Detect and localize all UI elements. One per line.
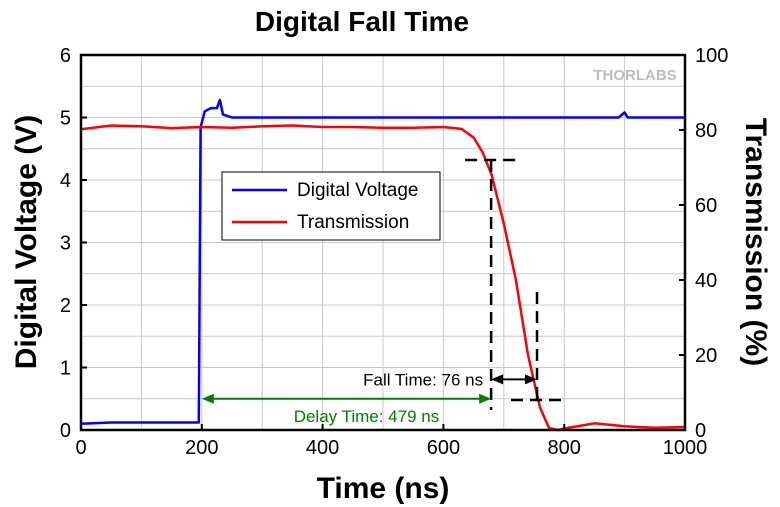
- y-right-tick-label: 100: [695, 45, 728, 67]
- y-left-tick-label: 5: [60, 108, 71, 130]
- fall-time-label: Fall Time: 76 ns: [363, 370, 483, 389]
- x-tick-label: 400: [306, 437, 339, 459]
- y-right-tick-label: 40: [695, 270, 717, 292]
- y-right-tick-label: 80: [695, 120, 717, 142]
- delay-arrow-head-left: [201, 393, 214, 404]
- fall-arrow-head-right: [525, 374, 538, 385]
- y-right-tick-label: 60: [695, 195, 717, 217]
- legend-box: [221, 171, 441, 241]
- chart-title: Digital Fall Time: [255, 6, 469, 37]
- y-left-tick-label: 2: [60, 295, 71, 317]
- series-line-digital-voltage: [80, 98, 685, 426]
- delay-arrow-head-right: [479, 393, 492, 404]
- legend-label-digital-voltage: Digital Voltage: [297, 180, 418, 201]
- y-left-tick-label: 6: [60, 45, 71, 67]
- y-right-tick-label: 0: [695, 420, 706, 442]
- legend-label-transmission: Transmission: [297, 212, 409, 233]
- x-tick-label: 200: [185, 437, 218, 459]
- y-left-tick-label: 3: [60, 233, 71, 255]
- x-tick-label: 800: [548, 437, 581, 459]
- x-tick-label: 0: [75, 437, 86, 459]
- y-axis-right-title: Transmission (%): [739, 118, 772, 366]
- watermark-logo: THORLABS: [593, 67, 676, 84]
- y-right-tick-label: 20: [695, 345, 717, 367]
- legend: Digital Voltage Transmission: [221, 171, 441, 241]
- x-axis-title: Time (ns): [317, 472, 450, 505]
- annotation-layer: Fall Time: 76 ns Delay Time: 479 ns: [201, 158, 564, 426]
- y-left-tick-label: 1: [60, 358, 71, 380]
- y-left-tick-label: 0: [60, 420, 71, 442]
- y-axis-left-title: Digital Voltage (V): [10, 115, 43, 369]
- x-tick-label: 600: [427, 437, 460, 459]
- x-tick-label: 1000: [663, 437, 708, 459]
- y-left-tick-label: 4: [60, 170, 71, 192]
- fall-arrow-head-left: [491, 374, 504, 385]
- delay-time-label: Delay Time: 479 ns: [294, 407, 440, 426]
